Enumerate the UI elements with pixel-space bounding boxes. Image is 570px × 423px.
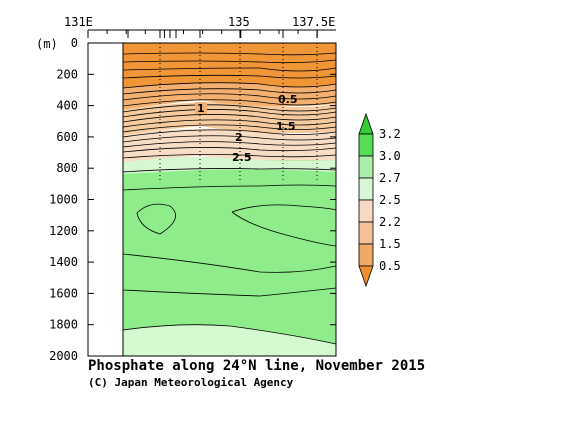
chart-credit: (C) Japan Meteorological Agency	[88, 376, 294, 389]
surface-orange-band	[123, 43, 336, 88]
colorbar-label: 3.0	[379, 149, 401, 163]
contour-line	[122, 154, 337, 159]
contour-line	[122, 88, 337, 95]
contour-label: 2	[235, 131, 243, 144]
x-tick-label: 135	[228, 15, 250, 29]
contour-line	[122, 109, 337, 118]
contour-line	[122, 114, 337, 123]
y-tick-label: 1200	[49, 224, 78, 238]
y-tick-label: 800	[56, 161, 78, 175]
contour-line	[122, 168, 337, 173]
top-axis: 131E 135 137.5E	[64, 15, 336, 38]
y-tick-labels: 0 200 400 600 800 1000 1200 1400 1600 1800 2000	[49, 36, 78, 363]
colorbar: 3.2 3.0 2.7 2.5 2.2 1.5 0.5	[358, 112, 401, 288]
contour-line	[122, 253, 337, 273]
contour-line	[231, 204, 337, 213]
colorbar-label: 2.5	[379, 193, 401, 207]
colorbar-segment	[358, 221, 374, 245]
y-axis-ticks	[88, 42, 336, 357]
colorbar-segment	[358, 133, 374, 157]
y-axis: (m) 0 200 400 600 800 1000 1200 1400 1600 1800 200…	[36, 36, 336, 363]
contour-line	[122, 129, 337, 138]
y-tick-label: 1600	[49, 286, 78, 300]
colorbar-bottom-arrow	[358, 265, 374, 288]
colorbar-label: 0.5	[379, 259, 401, 273]
transition-green-band	[123, 157, 336, 174]
contour-line	[122, 147, 337, 153]
y-tick-label: 1000	[49, 193, 78, 207]
y-tick-label: 0	[71, 36, 78, 50]
contour-line	[122, 324, 337, 345]
y-tick-label: 400	[56, 99, 78, 113]
contour-line	[122, 135, 337, 143]
contour-label-group: 0.5 1 1.5 2 2.5	[195, 93, 298, 164]
contour-lines	[122, 52, 337, 345]
y-axis-unit: (m)	[36, 37, 58, 51]
chart-title: Phosphate along 24°N line, November 2015	[88, 358, 426, 374]
contour-line	[122, 124, 337, 133]
contour-line	[122, 104, 337, 113]
colorbar-label: 3.2	[379, 127, 401, 141]
colorbar-segment	[358, 199, 374, 223]
contour-line	[122, 99, 337, 107]
y-tick-label: 1400	[49, 255, 78, 269]
x-tick-label: 137.5E	[292, 15, 335, 29]
contour-line	[122, 67, 337, 72]
plot-area: 0.5 1 1.5 2 2.5	[88, 43, 337, 356]
contour-line	[122, 59, 337, 64]
bottom-pale-band	[123, 324, 336, 356]
contour-line	[122, 93, 337, 101]
colorbar-segment	[358, 177, 374, 201]
contour-label: 1.5	[276, 120, 296, 133]
colorbar-label: 1.5	[379, 237, 401, 251]
top-axis-ticks	[87, 30, 318, 38]
colorbar-segment	[358, 243, 374, 267]
y-tick-label: 600	[56, 130, 78, 144]
contour-line	[122, 141, 337, 148]
contour-line	[122, 74, 337, 79]
contour-line	[136, 203, 177, 235]
contour-line	[122, 287, 337, 297]
contour-line	[122, 119, 337, 128]
colorbar-segment	[358, 155, 374, 179]
contour-line	[231, 211, 337, 247]
colorbar-label: 2.2	[379, 215, 401, 229]
contour-line	[122, 52, 337, 56]
x-tick-label: 131E	[64, 15, 93, 29]
contour-label: 0.5	[278, 93, 298, 106]
colorbar-top-arrow	[358, 112, 374, 135]
y-tick-label: 2000	[49, 349, 78, 363]
contour-line	[122, 184, 337, 191]
colorbar-label: 2.7	[379, 171, 401, 185]
y-tick-label: 1800	[49, 318, 78, 332]
contour-label: 1	[197, 102, 205, 115]
contour-label: 2.5	[232, 151, 252, 164]
y-tick-label: 200	[56, 67, 78, 81]
contour-line	[122, 82, 337, 89]
